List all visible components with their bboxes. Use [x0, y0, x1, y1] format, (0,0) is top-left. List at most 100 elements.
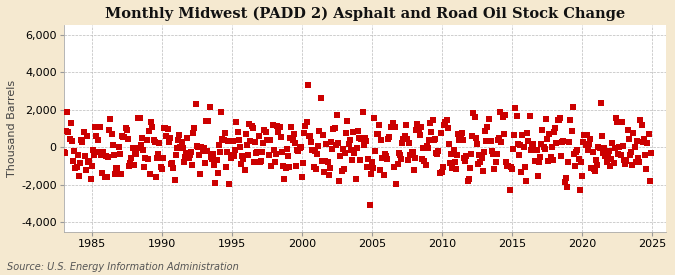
Point [464, 177, 475, 181]
Point [539, 147, 550, 151]
Point [392, 162, 403, 167]
Point [243, 153, 254, 158]
Point [84, 159, 95, 164]
Point [410, 156, 421, 161]
Point [373, 122, 384, 127]
Point [68, 159, 78, 163]
Point [313, 144, 323, 148]
Point [400, 123, 411, 127]
Point [489, 167, 500, 171]
Point [236, 162, 246, 166]
Point [461, 153, 472, 158]
Point [321, 142, 331, 147]
Point [300, 123, 310, 128]
Point [602, 152, 613, 156]
Point [445, 161, 456, 165]
Point [175, 145, 186, 149]
Point [643, 131, 654, 136]
Point [450, 160, 460, 165]
Point [331, 113, 342, 118]
Point [155, 165, 166, 169]
Point [568, 152, 579, 156]
Point [244, 122, 254, 126]
Point [198, 146, 209, 150]
Point [628, 130, 639, 135]
Point [62, 110, 73, 114]
Point [541, 137, 552, 141]
Point [500, 112, 510, 117]
Point [566, 129, 577, 134]
Point [97, 170, 107, 175]
Point [517, 132, 528, 137]
Point [130, 151, 140, 156]
Point [386, 125, 397, 130]
Point [188, 130, 198, 135]
Point [601, 159, 612, 164]
Point [369, 116, 379, 120]
Point [564, 139, 574, 144]
Point [416, 125, 427, 129]
Point [398, 137, 409, 141]
Point [66, 139, 77, 143]
Point [274, 125, 285, 129]
Point [192, 144, 202, 148]
Point [551, 141, 562, 145]
Point [312, 152, 323, 156]
Point [554, 116, 565, 120]
Point [134, 116, 145, 120]
Point [286, 125, 297, 130]
Point [132, 146, 142, 150]
Point [518, 145, 529, 149]
Point [88, 147, 99, 152]
Point [510, 105, 521, 110]
Point [630, 160, 641, 165]
Point [168, 165, 179, 170]
Point [122, 137, 133, 141]
Point [497, 115, 508, 119]
Point [182, 135, 193, 140]
Point [589, 169, 600, 173]
Point [573, 157, 584, 161]
Point [622, 127, 633, 132]
Point [281, 147, 292, 152]
Point [253, 133, 264, 138]
Point [378, 173, 389, 177]
Point [360, 139, 371, 143]
Point [403, 158, 414, 163]
Point [514, 153, 524, 158]
Point [133, 116, 144, 120]
Point [128, 163, 139, 167]
Point [325, 140, 336, 144]
Point [446, 152, 457, 156]
Point [355, 158, 366, 162]
Point [210, 181, 221, 185]
Point [115, 172, 126, 177]
Point [131, 152, 142, 156]
Point [460, 159, 470, 163]
Point [239, 168, 250, 172]
Point [370, 149, 381, 153]
Point [567, 105, 578, 109]
Point [213, 143, 224, 147]
Point [552, 117, 563, 122]
Point [545, 155, 556, 159]
Point [275, 135, 286, 140]
Point [122, 128, 132, 132]
Point [629, 145, 640, 149]
Point [608, 160, 619, 165]
Point [432, 151, 443, 156]
Point [317, 158, 327, 163]
Point [455, 137, 466, 142]
Point [485, 139, 495, 144]
Point [98, 149, 109, 154]
Point [96, 153, 107, 157]
Point [271, 152, 281, 156]
Point [342, 119, 353, 123]
Point [344, 138, 355, 143]
Text: Source: U.S. Energy Information Administration: Source: U.S. Energy Information Administ… [7, 262, 238, 272]
Point [615, 152, 626, 157]
Point [624, 153, 635, 157]
Point [292, 148, 302, 152]
Point [120, 126, 131, 130]
Point [595, 101, 606, 105]
